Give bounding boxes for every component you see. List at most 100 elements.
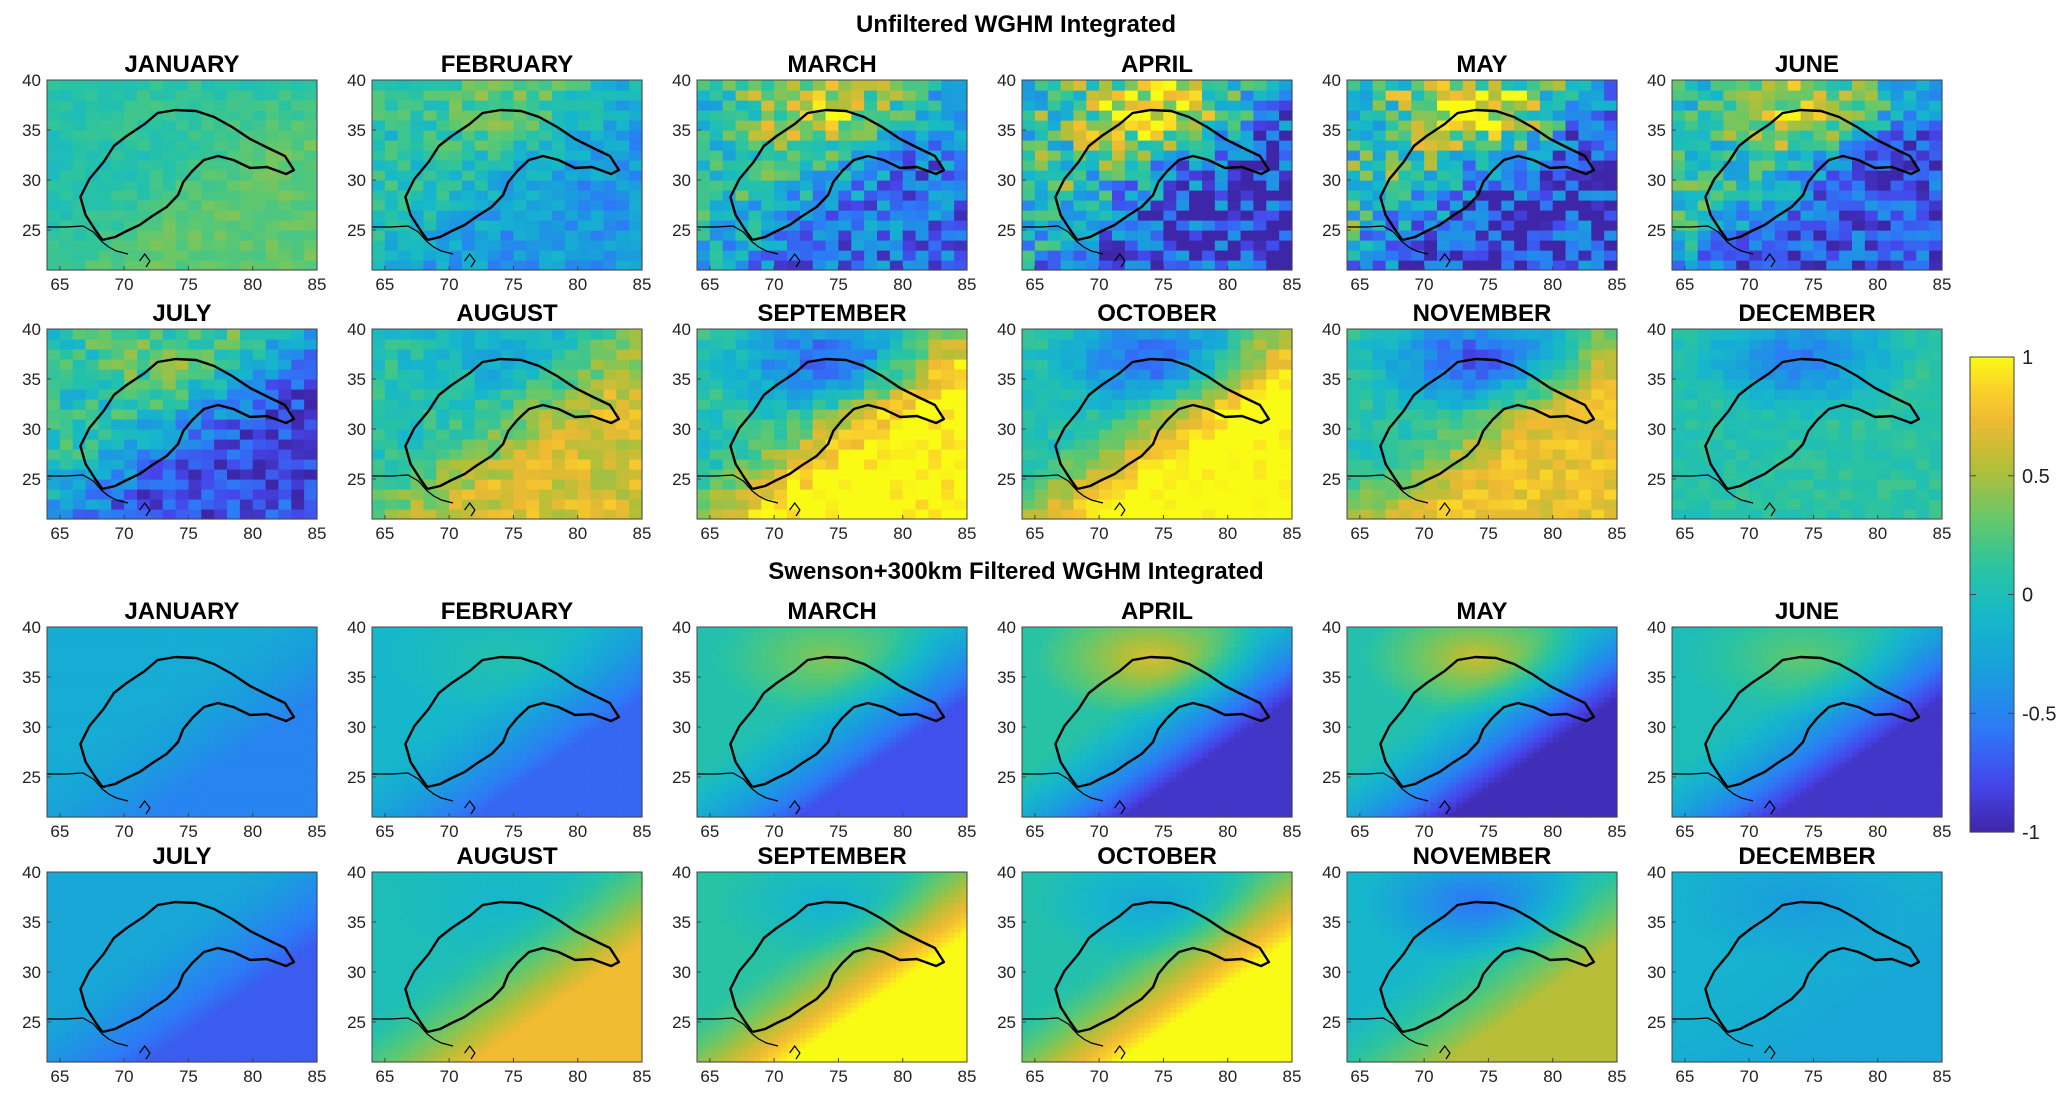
heatmap-cell xyxy=(787,389,801,400)
heatmap-cell xyxy=(1527,389,1541,400)
heatmap-cell xyxy=(1424,80,1438,91)
heatmap-cell xyxy=(1022,389,1036,400)
heatmap-cell xyxy=(1501,479,1515,490)
heatmap-cell xyxy=(748,240,762,251)
heatmap-cell xyxy=(1852,509,1866,520)
heatmap-cell xyxy=(616,479,630,490)
heatmap-cell xyxy=(577,409,592,420)
heatmap-cell xyxy=(838,120,852,131)
heatmap-cell xyxy=(577,250,592,261)
heatmap-cell xyxy=(500,439,515,450)
heatmap-cell xyxy=(1723,419,1737,430)
heatmap-cell xyxy=(1565,120,1580,131)
heatmap-cell xyxy=(1475,379,1490,390)
heatmap-cell xyxy=(915,419,930,430)
heatmap-cell xyxy=(954,180,968,191)
heatmap-cell xyxy=(1073,509,1087,520)
heatmap-cell xyxy=(47,439,61,450)
heatmap-cell xyxy=(1347,449,1361,460)
heatmap-cell xyxy=(227,359,241,370)
heatmap-cell xyxy=(1514,489,1528,500)
heatmap-cell xyxy=(1073,160,1087,171)
heatmap-cell xyxy=(1266,489,1280,500)
heatmap-cell xyxy=(410,250,425,261)
heatmap-cell xyxy=(577,120,592,131)
heatmap-cell xyxy=(539,359,553,370)
heatmap-cell xyxy=(1604,190,1618,201)
heatmap-cell xyxy=(201,260,215,271)
axes-frame xyxy=(46,79,318,271)
heatmap-cell xyxy=(487,379,502,390)
heatmap-cell xyxy=(1266,509,1280,520)
heatmap-cell xyxy=(1839,489,1853,500)
heatmap-cell xyxy=(748,80,762,91)
heatmap-cell xyxy=(1604,389,1618,400)
heatmap-cell xyxy=(1565,150,1580,161)
heatmap-cell xyxy=(449,339,463,350)
heatmap-cell xyxy=(603,379,617,390)
heatmap-cell xyxy=(1736,379,1750,390)
heatmap-cell xyxy=(1086,200,1100,211)
heatmap-cell xyxy=(902,170,917,181)
heatmap-cell xyxy=(1697,479,1712,490)
heatmap-cell xyxy=(603,250,617,261)
heatmap-cell xyxy=(877,140,891,151)
heatmap-cell xyxy=(423,439,437,450)
heatmap-cell xyxy=(423,250,437,261)
heatmap-cell xyxy=(265,220,280,231)
heatmap-cell xyxy=(513,180,527,191)
heatmap-cell xyxy=(1022,130,1036,141)
heatmap-cell xyxy=(1774,180,1789,191)
heatmap-cell xyxy=(1488,389,1502,400)
heatmap-cell xyxy=(1839,499,1853,510)
heatmap-cell xyxy=(1565,100,1580,111)
heatmap-cell xyxy=(1163,479,1177,490)
heatmap-cell xyxy=(526,349,540,360)
heatmap-cell xyxy=(1684,120,1699,131)
heatmap-cell xyxy=(1552,140,1567,151)
heatmap-cell xyxy=(1022,409,1036,420)
heatmap-cell xyxy=(201,469,215,480)
heatmap-cell xyxy=(1578,130,1592,141)
heatmap-cell xyxy=(864,359,878,370)
heatmap-cell xyxy=(175,509,190,520)
heatmap-cell xyxy=(1774,429,1789,440)
heatmap-cell xyxy=(1347,389,1361,400)
heatmap-cell xyxy=(462,90,476,101)
heatmap-cell xyxy=(774,260,788,271)
heatmap-cell xyxy=(278,359,292,370)
x-tick-label: 75 xyxy=(504,275,523,294)
heatmap-cell xyxy=(1424,90,1438,101)
heatmap-cell xyxy=(1710,120,1725,131)
heatmap-cell xyxy=(423,100,437,111)
heatmap-cell xyxy=(59,419,74,430)
heatmap-cell xyxy=(384,130,399,141)
heatmap-cell xyxy=(1813,459,1827,470)
heatmap-cell xyxy=(709,120,724,131)
heatmap-cell xyxy=(265,230,280,241)
heatmap-cell xyxy=(1099,339,1113,350)
heatmap-cell xyxy=(1800,499,1815,510)
heatmap-cell xyxy=(1501,339,1515,350)
heatmap-cell xyxy=(1279,349,1293,360)
heatmap-cell xyxy=(487,489,502,500)
heatmap-cell xyxy=(877,250,891,261)
heatmap-cell xyxy=(1437,439,1451,450)
heatmap-cell xyxy=(1202,250,1216,261)
heatmap-cell xyxy=(629,449,643,460)
heatmap-cell xyxy=(1749,389,1763,400)
heatmap-cell xyxy=(1774,200,1789,211)
heatmap-cell xyxy=(201,389,215,400)
heatmap-cell xyxy=(552,80,566,91)
heatmap-cell xyxy=(928,110,942,121)
heatmap-cell xyxy=(1684,419,1699,430)
heatmap-cell xyxy=(111,180,125,191)
heatmap-cell xyxy=(304,150,318,161)
heatmap-cell xyxy=(72,200,87,211)
heatmap-cell xyxy=(1385,130,1400,141)
heatmap-cell xyxy=(1424,140,1438,151)
heatmap-cell xyxy=(487,190,502,201)
heatmap-cell xyxy=(1022,349,1036,360)
heatmap-cell xyxy=(500,329,515,340)
heatmap-cell xyxy=(851,459,865,470)
